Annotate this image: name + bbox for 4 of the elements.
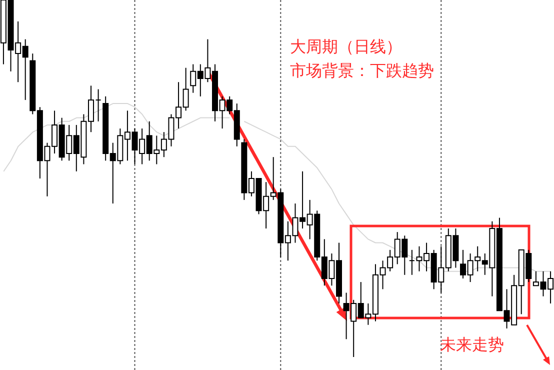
annotation: 未来走势 [440, 335, 504, 354]
annotation: 市场背景：下跌趋势 [290, 61, 434, 80]
annotation: 大周期（日线） [290, 37, 402, 56]
candlestick [95, 88, 102, 122]
